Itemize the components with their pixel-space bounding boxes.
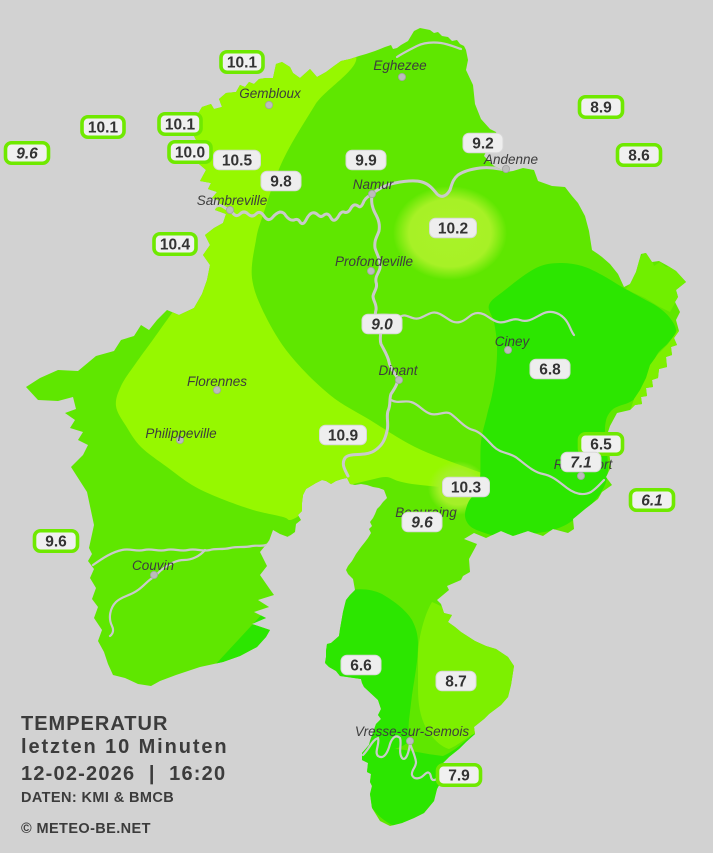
svg-text:6.8: 6.8 xyxy=(539,362,561,379)
svg-text:Vresse-sur-Semois: Vresse-sur-Semois xyxy=(355,724,470,739)
svg-text:letzten 10 Minuten: letzten 10 Minuten xyxy=(21,736,229,758)
svg-text:10.3: 10.3 xyxy=(451,480,482,497)
svg-text:© METEO-BE.NET: © METEO-BE.NET xyxy=(21,821,151,837)
svg-text:8.9: 8.9 xyxy=(590,100,612,117)
svg-text:Profondeville: Profondeville xyxy=(335,254,413,269)
svg-text:10.4: 10.4 xyxy=(160,237,191,254)
svg-text:9.9: 9.9 xyxy=(355,153,377,170)
svg-text:12-02-2026 | 16:20: 12-02-2026 | 16:20 xyxy=(21,763,226,785)
svg-text:8.6: 8.6 xyxy=(628,148,650,165)
svg-text:7.1: 7.1 xyxy=(570,455,592,472)
svg-text:9.0: 9.0 xyxy=(371,317,393,334)
svg-text:7.9: 7.9 xyxy=(448,768,470,785)
svg-text:Sambreville: Sambreville xyxy=(197,193,268,208)
svg-text:9.2: 9.2 xyxy=(472,136,494,153)
svg-text:10.5: 10.5 xyxy=(222,153,253,170)
svg-text:8.7: 8.7 xyxy=(445,674,467,691)
svg-text:Ciney: Ciney xyxy=(495,334,531,349)
svg-text:Dinant: Dinant xyxy=(378,363,418,378)
svg-text:6.1: 6.1 xyxy=(641,493,663,510)
svg-text:DATEN: KMI & BMCB: DATEN: KMI & BMCB xyxy=(21,790,174,806)
svg-text:6.6: 6.6 xyxy=(350,658,372,675)
svg-text:TEMPERATUR: TEMPERATUR xyxy=(21,713,168,735)
svg-text:9.6: 9.6 xyxy=(16,146,38,163)
svg-text:Florennes: Florennes xyxy=(187,374,247,389)
svg-text:10.1: 10.1 xyxy=(165,117,196,134)
svg-text:10.0: 10.0 xyxy=(175,145,205,162)
svg-text:Andenne: Andenne xyxy=(483,152,538,167)
svg-text:10.9: 10.9 xyxy=(328,428,359,445)
svg-text:9.6: 9.6 xyxy=(45,534,67,551)
svg-text:10.1: 10.1 xyxy=(227,55,258,72)
svg-text:9.6: 9.6 xyxy=(411,515,433,532)
svg-text:Eghezee: Eghezee xyxy=(373,58,426,73)
svg-text:6.5: 6.5 xyxy=(590,437,612,454)
svg-text:Philippeville: Philippeville xyxy=(145,426,216,441)
svg-text:Gembloux: Gembloux xyxy=(239,86,302,101)
svg-text:10.2: 10.2 xyxy=(438,221,468,238)
svg-text:9.8: 9.8 xyxy=(270,174,292,191)
svg-text:Namur: Namur xyxy=(353,177,394,192)
svg-text:10.1: 10.1 xyxy=(88,120,119,137)
svg-text:Couvin: Couvin xyxy=(132,558,174,573)
